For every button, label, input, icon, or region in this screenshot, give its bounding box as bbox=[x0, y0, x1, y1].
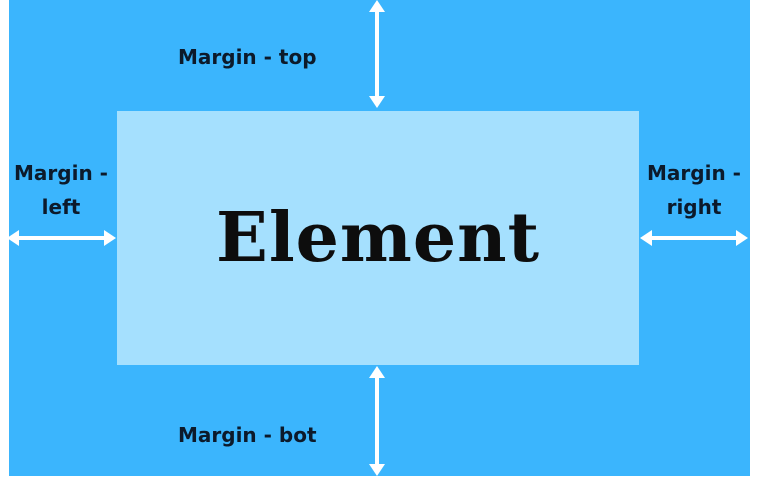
margin-right-label-line2: right bbox=[666, 195, 722, 219]
margin-left-label-line1: Margin - bbox=[14, 161, 108, 185]
top-margin-arrow bbox=[369, 0, 385, 108]
element-label: Element bbox=[216, 198, 540, 278]
right-margin-arrow bbox=[640, 230, 748, 246]
margin-right-label: Margin - right bbox=[640, 156, 748, 224]
bottom-margin-arrow bbox=[369, 366, 385, 476]
element-box: Element bbox=[117, 111, 639, 365]
margin-bottom-label: Margin - bot bbox=[178, 423, 317, 447]
margin-right-label-line1: Margin - bbox=[647, 161, 741, 185]
margin-left-label-line2: left bbox=[41, 195, 81, 219]
left-margin-arrow bbox=[7, 230, 116, 246]
margin-top-label: Margin - top bbox=[178, 45, 317, 69]
margin-left-label: Margin - left bbox=[9, 156, 113, 224]
